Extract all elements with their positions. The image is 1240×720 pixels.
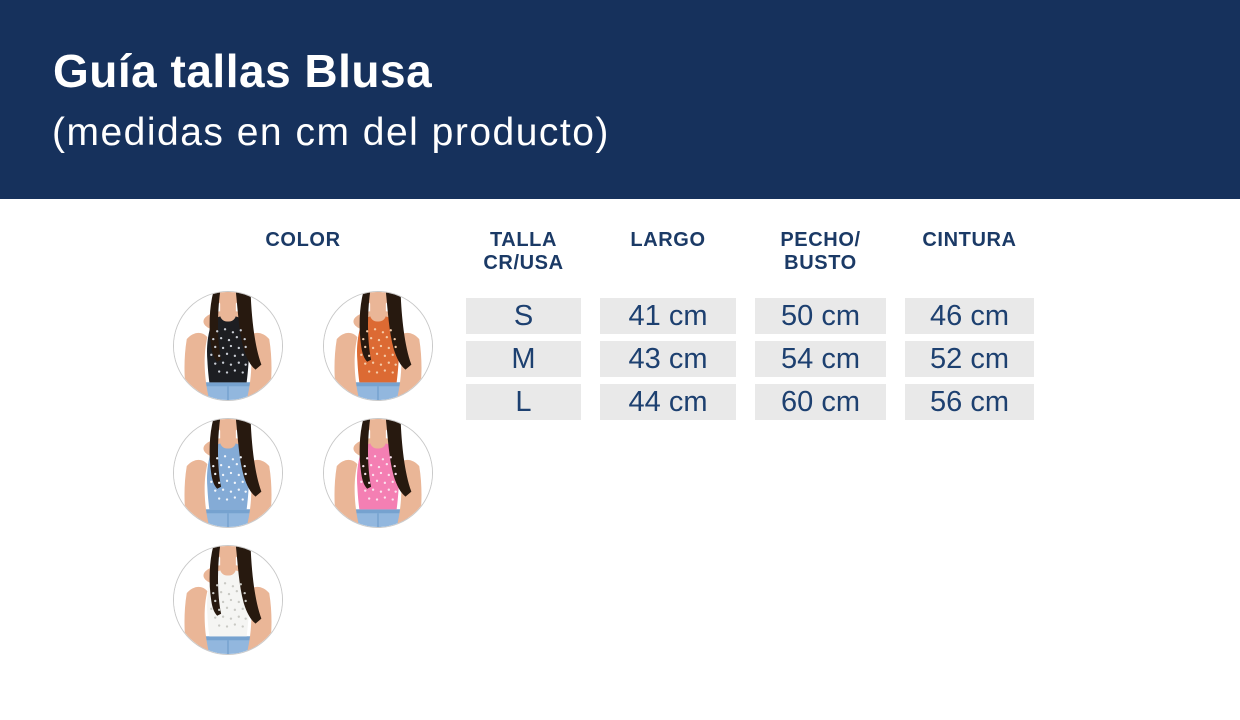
- size-guide-header: Guía tallas Blusa (medidas en cm del pro…: [0, 0, 1240, 199]
- pecho-cell-l: 60 cm: [755, 384, 886, 420]
- largo-cell-l: 44 cm: [600, 384, 736, 420]
- size-cell-s: S: [466, 298, 581, 334]
- column-header-color: COLOR: [173, 229, 433, 252]
- cintura-cell-s: 46 cm: [905, 298, 1034, 334]
- largo-cell-m: 43 cm: [600, 341, 736, 377]
- color-swatch-blue: [173, 418, 283, 528]
- size-cell-m: M: [466, 341, 581, 377]
- model-photo: [324, 419, 432, 527]
- column-header-cintura: CINTURA: [905, 229, 1034, 252]
- color-swatch-black: [173, 291, 283, 401]
- column-header-largo: LARGO: [600, 229, 736, 252]
- cintura-cell-l: 56 cm: [905, 384, 1034, 420]
- pecho-cell-m: 54 cm: [755, 341, 886, 377]
- column-header-pecho-line2: BUSTO: [784, 252, 857, 274]
- column-header-pecho-line1: PECHO/: [780, 229, 861, 251]
- largo-cell-s: 41 cm: [600, 298, 736, 334]
- model-photo: [324, 292, 432, 400]
- page-title: Guía tallas Blusa: [53, 45, 433, 97]
- color-swatch-orange: [323, 291, 433, 401]
- model-photo: [174, 419, 282, 527]
- model-photo: [174, 292, 282, 400]
- column-header-talla-line1: TALLA: [489, 229, 558, 251]
- page-subtitle: (medidas en cm del producto): [52, 111, 610, 154]
- pecho-cell-s: 50 cm: [755, 298, 886, 334]
- model-photo: [174, 546, 282, 654]
- column-header-talla-line2: CR/USA: [483, 252, 564, 274]
- size-cell-l: L: [466, 384, 581, 420]
- column-header-cintura-line1: CINTURA: [922, 229, 1017, 251]
- color-swatches: [173, 291, 433, 655]
- column-header-talla: TALLA CR/USA: [466, 229, 581, 275]
- color-swatch-pink: [323, 418, 433, 528]
- column-header-largo-line1: LARGO: [630, 229, 706, 251]
- column-header-pecho-busto: PECHO/ BUSTO: [755, 229, 886, 275]
- size-table: S 41 cm 50 cm 46 cm M 43 cm 54 cm 52 cm …: [466, 298, 1034, 420]
- cintura-cell-m: 52 cm: [905, 341, 1034, 377]
- column-header-color-label: COLOR: [265, 229, 341, 251]
- color-swatch-white: [173, 545, 283, 655]
